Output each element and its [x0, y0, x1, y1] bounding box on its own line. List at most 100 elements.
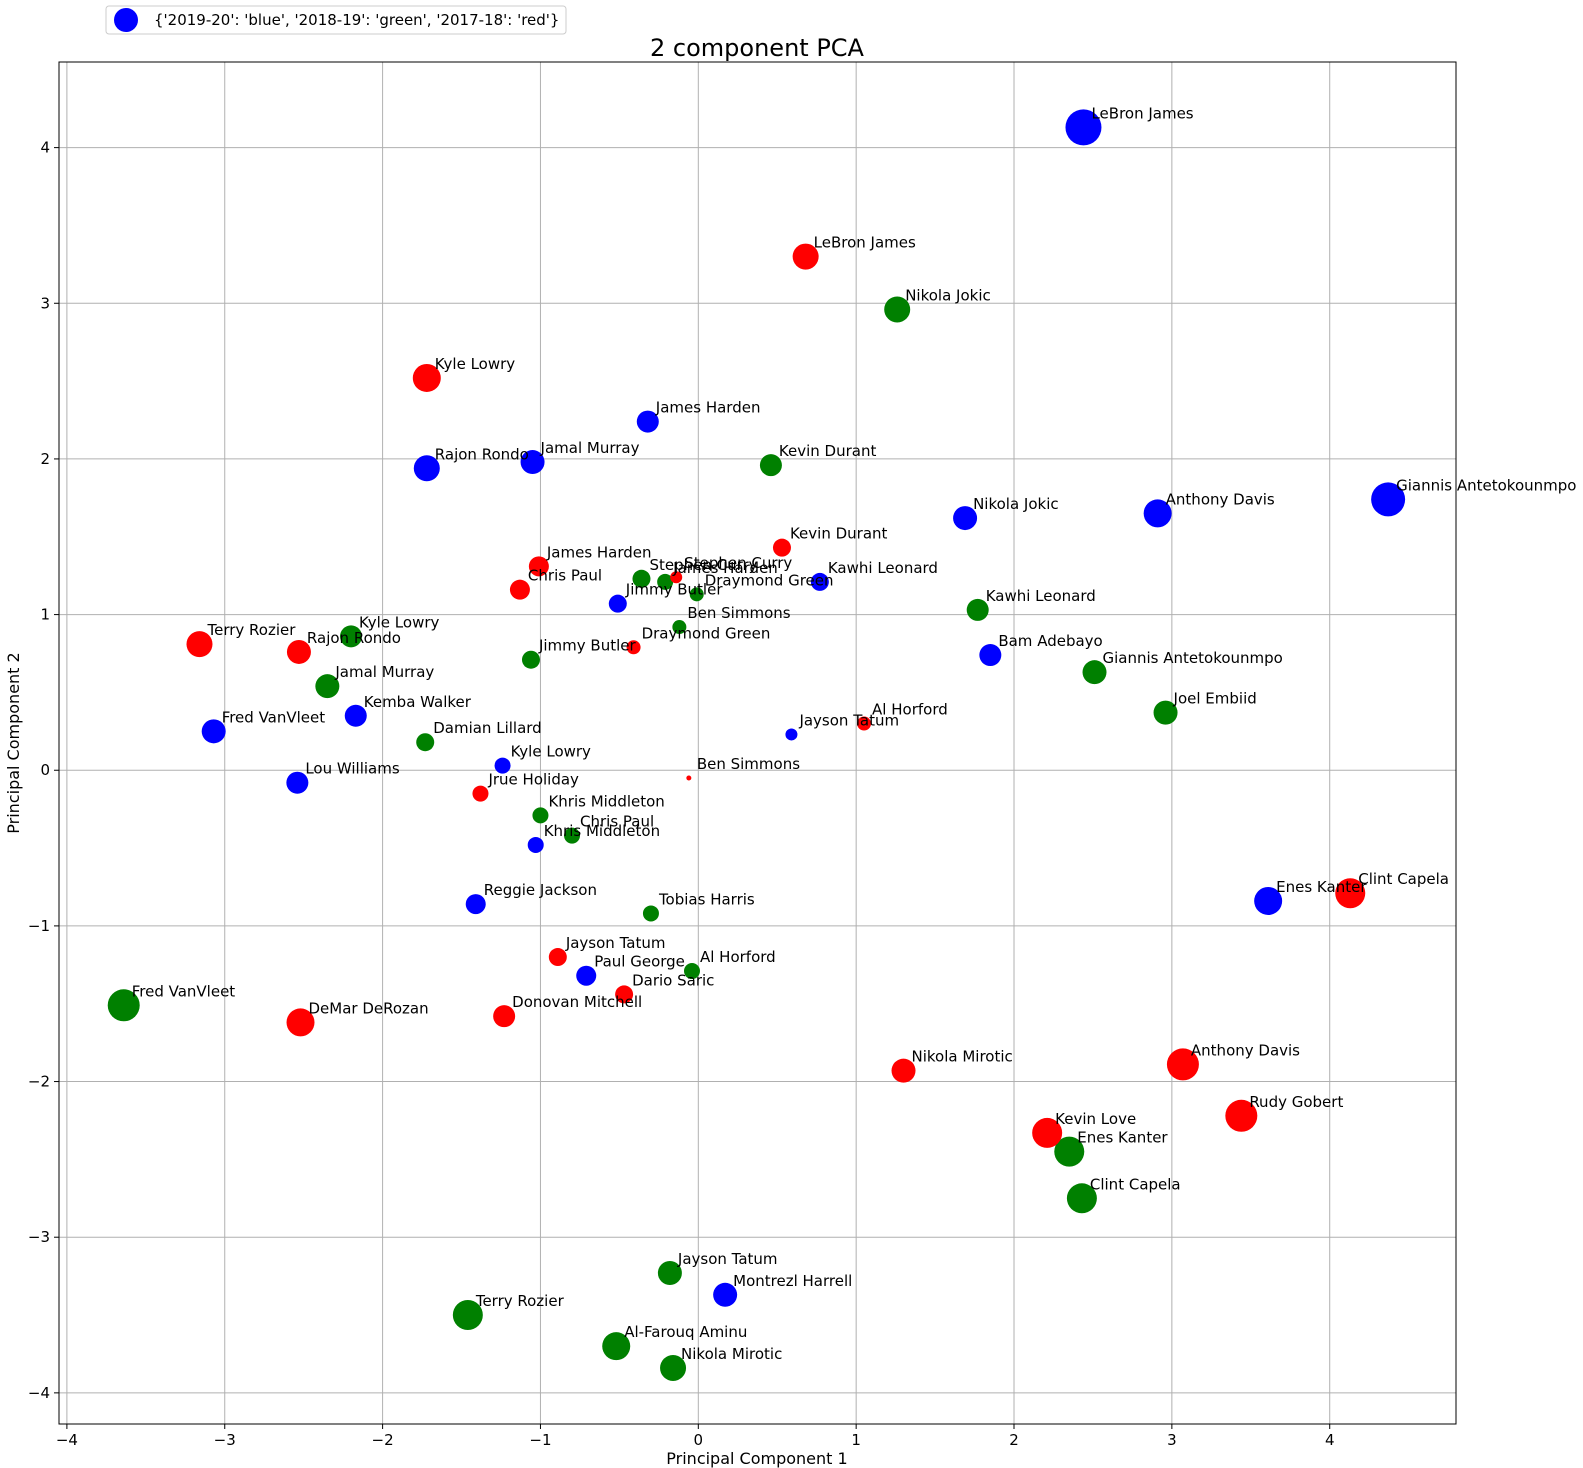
point-label: Bam Adebayo: [998, 632, 1102, 650]
point-label: Kemba Walker: [364, 693, 472, 711]
point-label: Enes Kanter: [1077, 1129, 1168, 1147]
data-point-green: [683, 963, 700, 980]
x-tick-label: −4: [56, 1431, 78, 1449]
data-point-red: [1335, 878, 1366, 909]
point-label: Kyle Lowry: [359, 613, 439, 631]
data-point-green: [1082, 660, 1107, 685]
legend-marker: [114, 8, 138, 32]
data-point-blue: [520, 450, 545, 475]
point-label: Jimmy Butler: [625, 581, 724, 599]
point-label: Dario Saric: [632, 971, 714, 989]
data-point-blue: [344, 704, 367, 727]
data-point-green: [340, 625, 363, 648]
data-point-blue: [953, 506, 978, 531]
point-label: Al Horford: [700, 948, 776, 966]
data-point-red: [286, 1008, 315, 1037]
point-label: Draymond Green: [705, 571, 834, 589]
data-point-blue: [608, 594, 627, 613]
point-label: Paul George: [594, 953, 685, 971]
data-point-red: [857, 716, 872, 731]
data-point-green: [689, 587, 704, 602]
data-point-red: [528, 556, 549, 577]
y-tick-label: 2: [40, 450, 50, 468]
point-label: Kevin Durant: [779, 442, 877, 460]
point-label: Giannis Antetokounmpo: [1396, 476, 1576, 494]
point-label: Al Horford: [872, 701, 948, 719]
point-label: James Harden: [546, 543, 652, 561]
y-tick-label: 1: [40, 606, 50, 624]
x-tick-label: 2: [1009, 1431, 1019, 1449]
data-point-green: [315, 674, 340, 699]
data-point-green: [1066, 1183, 1097, 1214]
point-label: James Harden: [672, 559, 778, 577]
data-point-green: [564, 827, 581, 844]
data-point-red: [1032, 1117, 1063, 1148]
data-point-red: [286, 639, 311, 664]
point-label: Lou Williams: [305, 760, 400, 778]
plot-frame: [58, 61, 1457, 1425]
point-label: Nikola Mirotic: [681, 1345, 782, 1363]
point-label: Clint Capela: [1358, 870, 1449, 888]
point-labels-layer: LeBron James Giannis Antetokounmpo Anthony…: [132, 104, 1577, 1363]
legend-label: {'2019-20': 'blue', '2018-19': 'green', …: [154, 11, 559, 29]
x-tick-label: −1: [529, 1431, 551, 1449]
y-tick-label: 0: [40, 761, 50, 779]
data-point-blue: [527, 836, 544, 853]
point-label: Reggie Jackson: [484, 881, 597, 899]
data-point-red: [1225, 1099, 1258, 1132]
data-point-green: [521, 650, 540, 669]
data-point-blue: [979, 644, 1002, 667]
data-point-blue: [636, 410, 659, 433]
y-tick-label: −4: [28, 1384, 50, 1402]
data-point-green: [107, 989, 140, 1022]
point-label: Al-Farouq Aminu: [624, 1323, 747, 1341]
x-tick-label: 1: [851, 1431, 861, 1449]
y-tick-label: −1: [28, 917, 50, 935]
data-point-red: [626, 640, 641, 655]
point-label: Kevin Love: [1055, 1110, 1136, 1128]
point-label: Jamal Murray: [540, 439, 640, 457]
point-label: Stephen Curry: [684, 554, 792, 572]
plot-area: [59, 62, 1456, 1424]
point-label: Terry Rozier: [475, 1292, 565, 1310]
x-tick-label: 0: [694, 1431, 704, 1449]
data-point-green: [642, 905, 659, 922]
point-label: Nikola Mirotic: [912, 1048, 1013, 1066]
y-axis-ticks: −4 −3 −2 −1 0 1 2 3 4: [28, 139, 59, 1402]
point-label: LeBron James: [1091, 104, 1193, 122]
data-point-blue: [576, 965, 597, 986]
point-label: Rudy Gobert: [1249, 1093, 1343, 1111]
legend: {'2019-20': 'blue', '2018-19': 'green', …: [105, 5, 567, 35]
data-point-blue: [465, 894, 486, 915]
data-point-blue: [713, 1282, 738, 1307]
point-label: Rajon Rondo: [435, 445, 529, 463]
data-point-blue: [1143, 499, 1172, 528]
point-label: James Harden: [655, 399, 761, 417]
data-point-red: [493, 1005, 516, 1028]
data-point-green: [632, 569, 651, 588]
data-point-red: [509, 579, 530, 600]
point-label: LeBron James: [814, 234, 916, 252]
data-point-green: [660, 1354, 687, 1381]
point-label: Jayson Tatum: [798, 711, 899, 729]
y-tick-label: −2: [28, 1073, 50, 1091]
points-layer: [107, 109, 1406, 1381]
y-tick-label: 4: [40, 139, 50, 157]
point-label: Fred VanVleet: [222, 708, 326, 726]
data-point-red: [1166, 1048, 1199, 1081]
data-point-green: [1153, 700, 1178, 725]
point-label: Kyle Lowry: [435, 355, 515, 373]
data-point-blue: [1254, 886, 1283, 915]
data-point-blue: [494, 757, 511, 774]
point-label: Chris Paul: [580, 813, 654, 831]
data-point-blue: [201, 719, 226, 744]
data-point-green: [657, 573, 674, 590]
data-point-green: [672, 620, 687, 635]
point-label: Enes Kanter: [1276, 878, 1367, 896]
point-label: Montrezl Harrell: [733, 1272, 852, 1290]
grid: [59, 62, 1456, 1424]
point-label: Clint Capela: [1090, 1175, 1181, 1193]
data-point-green: [602, 1332, 631, 1361]
data-point-green: [657, 1261, 682, 1286]
chart-title: 2 component PCA: [650, 34, 865, 62]
